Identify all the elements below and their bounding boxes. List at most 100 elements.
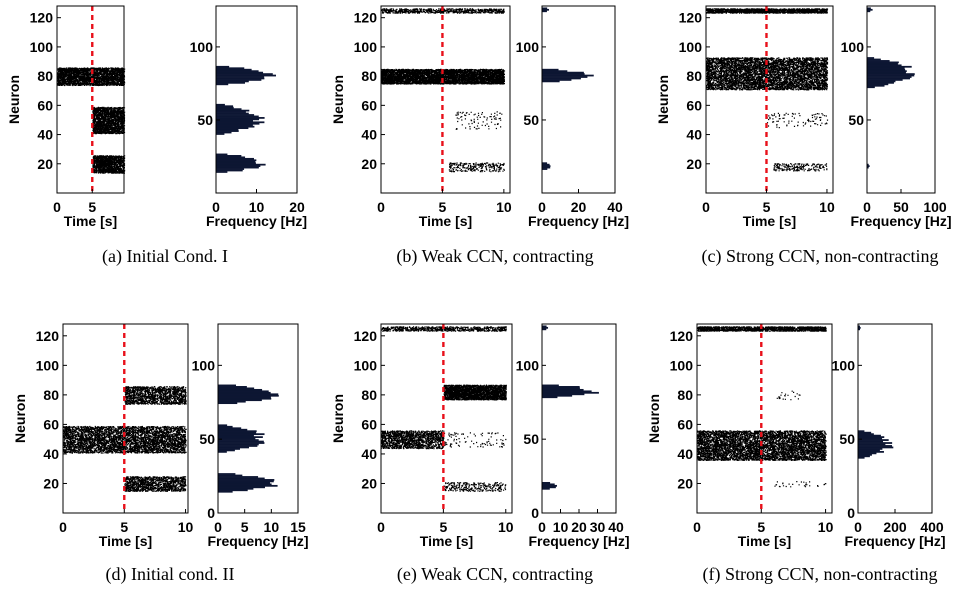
xtick-label: 5 xyxy=(757,519,765,535)
histogram-bar xyxy=(858,448,883,450)
y-axis-label: Neuron xyxy=(12,394,28,443)
hist-xtick-label: 100 xyxy=(923,199,947,215)
hist-ytick-label: 100 xyxy=(832,357,856,373)
histogram-bar xyxy=(218,448,240,450)
raster-axes-frame xyxy=(380,323,513,514)
histogram-bar xyxy=(218,430,257,433)
histogram-bar xyxy=(218,476,259,478)
histogram xyxy=(218,384,279,493)
xtick-label: 5 xyxy=(120,519,128,535)
histogram-bar xyxy=(216,70,259,73)
histogram-bar xyxy=(542,487,550,490)
panel-caption: (b) Weak CCN, contracting xyxy=(396,246,593,267)
histogram-bar xyxy=(218,473,236,475)
histogram-bar xyxy=(218,477,265,480)
histogram-bar xyxy=(218,396,271,399)
histogram-bar xyxy=(542,393,585,396)
hist-ytick-label: 100 xyxy=(841,39,865,55)
histogram-bar xyxy=(542,390,592,393)
hist-xtick-label: 20 xyxy=(289,199,305,215)
histogram-bar xyxy=(542,483,555,486)
histogram-bar xyxy=(867,80,896,83)
hist-xtick-label: 20 xyxy=(571,519,587,535)
histogram-bar xyxy=(216,115,259,118)
histogram-bar xyxy=(218,449,235,452)
histogram-bar xyxy=(867,67,905,70)
ytick-label: 60 xyxy=(37,97,53,113)
histogram-bar xyxy=(218,428,248,431)
histogram-bar xyxy=(216,162,256,165)
histogram-bar xyxy=(542,325,547,328)
histogram-bar xyxy=(867,7,871,10)
histogram-bar xyxy=(858,445,893,447)
histogram-bar xyxy=(216,106,234,109)
histogram-bar xyxy=(858,326,861,329)
histogram-bar xyxy=(216,77,265,80)
hist-ytick-label: 50 xyxy=(523,112,539,128)
histogram-bar xyxy=(867,74,915,77)
histogram-bar xyxy=(218,436,263,438)
xtick-label: 5 xyxy=(439,519,447,535)
histogram-bar xyxy=(858,431,872,434)
xtick-label: 10 xyxy=(496,199,512,215)
histogram-bar xyxy=(216,112,249,115)
histogram-bar xyxy=(216,80,249,83)
ytick-label: 100 xyxy=(354,39,378,55)
histogram-bar xyxy=(858,452,877,455)
ytick-label: 80 xyxy=(361,387,377,403)
ytick-label: 120 xyxy=(30,10,54,26)
panel-caption: (d) Initial cond. II xyxy=(106,564,235,585)
histogram-bar xyxy=(867,79,903,81)
histogram-bar xyxy=(542,394,573,397)
histogram-bar xyxy=(218,446,249,449)
histogram-bar xyxy=(216,67,245,70)
y-axis-label: Neuron xyxy=(646,394,662,443)
histogram-bar xyxy=(542,396,558,399)
histogram-bar xyxy=(218,399,262,402)
hist-xtick-label: 15 xyxy=(290,519,306,535)
histogram-bar xyxy=(867,71,906,74)
histogram-bar xyxy=(218,397,272,400)
histogram-bar xyxy=(218,384,237,387)
ytick-label: 20 xyxy=(37,156,53,172)
histogram-bar xyxy=(216,159,257,162)
histogram-bar xyxy=(867,61,899,64)
x-axis-label: Time [s] xyxy=(743,213,796,229)
histogram-bar xyxy=(216,114,255,116)
histogram-bar xyxy=(867,77,910,80)
histogram-bar xyxy=(542,77,581,80)
ytick-label: 80 xyxy=(361,68,377,84)
histogram-bar xyxy=(218,486,265,489)
histogram-bar xyxy=(858,456,865,459)
x-axis-label: Time [s] xyxy=(420,533,473,549)
hist-ytick-label: 50 xyxy=(839,431,855,447)
xtick-label: 5 xyxy=(763,199,771,215)
histogram-bar xyxy=(867,163,869,166)
xtick-label: 5 xyxy=(88,199,96,215)
hist-xtick-label: 40 xyxy=(607,199,623,215)
histogram-bar xyxy=(858,437,883,440)
histogram-bar xyxy=(858,455,870,458)
histogram-bar xyxy=(216,119,254,122)
xtick-label: 0 xyxy=(59,519,67,535)
panel-d: 20 40 60 80 100 120 0 5 10 Time [s] Neuron 0 50 100 0 5… xyxy=(12,323,309,585)
histogram-bar xyxy=(218,489,248,492)
xtick-label: 10 xyxy=(498,519,514,535)
histogram-bar xyxy=(542,386,580,388)
ytick-label: 120 xyxy=(670,328,694,344)
histogram-bar xyxy=(542,328,547,331)
hist-x-axis-label: Frequency [Hz] xyxy=(850,213,951,229)
ytick-label: 20 xyxy=(43,475,59,491)
histogram-bar xyxy=(858,433,874,436)
histogram-bar xyxy=(858,325,860,328)
hist-xtick-label: 10 xyxy=(553,519,569,535)
histogram-bar xyxy=(218,443,259,446)
ytick-label: 40 xyxy=(677,446,693,462)
histogram-bar xyxy=(542,387,580,390)
histogram-bar xyxy=(216,155,242,157)
hist-ytick-label: 50 xyxy=(523,431,539,447)
histogram-bar xyxy=(216,124,253,127)
histogram-bar xyxy=(218,440,264,443)
histogram-bar xyxy=(216,157,254,160)
